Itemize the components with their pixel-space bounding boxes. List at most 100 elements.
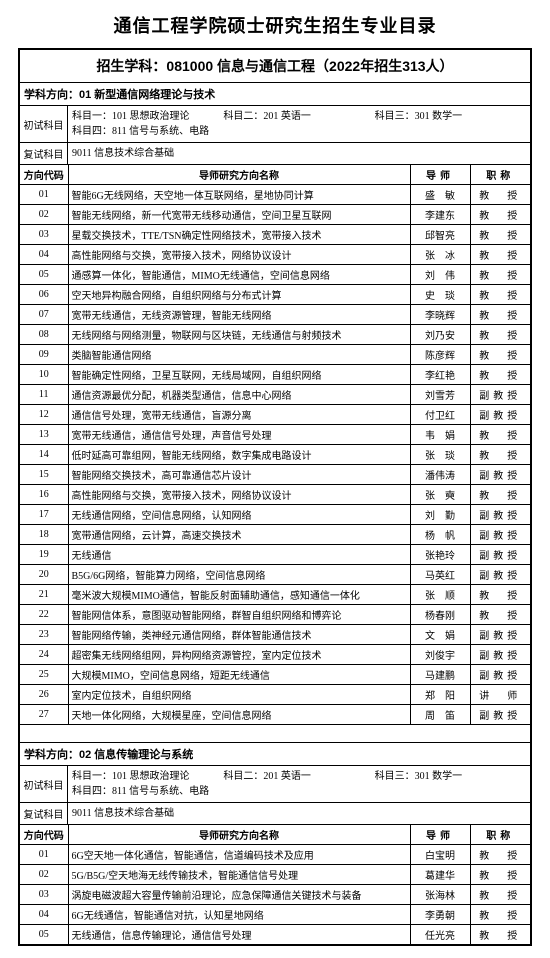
table-row: 15智能网络交换技术，高可靠通信芯片设计潘伟涛副教授: [20, 465, 530, 485]
advisor-table: 方向代码 导师研究方向名称 导师 职称 016G空天地一体化通信，智能通信，信道…: [20, 825, 530, 944]
table-row: 22智能网信体系，意图驱动智能网络，群智自组织网络和博弈论杨春刚教 授: [20, 605, 530, 625]
cell-title: 副教授: [470, 665, 530, 685]
exam-item: [223, 124, 374, 139]
prelim-label: 初试科目: [20, 106, 68, 142]
cell-code: 11: [20, 385, 68, 405]
exam-item: 科目三：301 数学一: [375, 109, 526, 124]
exam-item: 科目二：201 英语一: [223, 769, 374, 784]
prelim-label: 初试科目: [20, 766, 68, 802]
cell-code: 02: [20, 205, 68, 225]
table-row: 23智能网络传输，类神经元通信网络，群体智能通信技术文 娟副教授: [20, 625, 530, 645]
cell-code: 19: [20, 545, 68, 565]
cell-advisor: 马建鹏: [410, 665, 470, 685]
cell-code: 04: [20, 245, 68, 265]
retest-body: 9011 信息技术综合基础: [68, 803, 530, 824]
cell-advisor: 李红艳: [410, 365, 470, 385]
cell-research: 通信资源最优分配，机器类型通信，信息中心网络: [68, 385, 410, 405]
cell-code: 05: [20, 925, 68, 945]
cell-title: 教 授: [470, 905, 530, 925]
cell-research: 通感算一体化，智能通信，MIMO无线通信，空间信息网络: [68, 265, 410, 285]
cell-research: 宽带无线通信，通信信号处理，声音信号处理: [68, 425, 410, 445]
cell-research: 无线通信网络，空间信息网络，认知网络: [68, 505, 410, 525]
cell-research: 毫米波大规模MIMO通信，智能反射面辅助通信，感知通信一体化: [68, 585, 410, 605]
cell-title: 副教授: [470, 385, 530, 405]
cell-code: 02: [20, 865, 68, 885]
cell-title: 副教授: [470, 645, 530, 665]
exam-item: 科目一：101 思想政治理论: [72, 769, 223, 784]
cell-advisor: 任光亮: [410, 925, 470, 945]
cell-title: 教 授: [470, 425, 530, 445]
cell-advisor: 刘雪芳: [410, 385, 470, 405]
table-row: 046G无线通信，智能通信对抗，认知星地网络李勇朝教 授: [20, 905, 530, 925]
cell-advisor: 盛 敏: [410, 185, 470, 205]
retest-label: 复试科目: [20, 143, 68, 164]
table-row: 25大规模MIMO，空间信息网络，短距无线通信马建鹏副教授: [20, 665, 530, 685]
cell-code: 03: [20, 225, 68, 245]
cell-code: 21: [20, 585, 68, 605]
cell-title: 教 授: [470, 265, 530, 285]
cell-advisor: 文 娟: [410, 625, 470, 645]
table-row: 06空天地异构融合网络，自组织网络与分布式计算史 琰教 授: [20, 285, 530, 305]
cell-title: 教 授: [470, 585, 530, 605]
exam-item: 科目一：101 思想政治理论: [72, 109, 223, 124]
table-row: 04高性能网络与交换，宽带接入技术，网络协议设计张 冰教 授: [20, 245, 530, 265]
cell-advisor: 杨 帆: [410, 525, 470, 545]
cell-advisor: 陈彦辉: [410, 345, 470, 365]
table-row: 03涡旋电磁波超大容量传输前沿理论，应急保障通信关键技术与装备张海林教 授: [20, 885, 530, 905]
cell-code: 08: [20, 325, 68, 345]
cell-advisor: 葛建华: [410, 865, 470, 885]
table-row: 03星载交换技术，TTE/TSN确定性网络技术，宽带接入技术邱智亮教 授: [20, 225, 530, 245]
cell-research: 智能无线网络，新一代宽带无线移动通信，空间卫星互联网: [68, 205, 410, 225]
cell-research: 智能网络交换技术，高可靠通信芯片设计: [68, 465, 410, 485]
cell-title: 教 授: [470, 285, 530, 305]
prelim-body: 科目一：101 思想政治理论 科目二：201 英语一 科目三：301 数学一 科…: [68, 766, 530, 802]
cell-code: 06: [20, 285, 68, 305]
cell-advisor: 张 奭: [410, 485, 470, 505]
cell-advisor: 白宝明: [410, 845, 470, 865]
cell-research: 通信信号处理，宽带无线通信，盲源分离: [68, 405, 410, 425]
cell-title: 教 授: [470, 365, 530, 385]
table-row: 19无线通信张艳玲副教授: [20, 545, 530, 565]
advisor-table: 方向代码 导师研究方向名称 导师 职称 01智能6G无线网络，天空地一体互联网络…: [20, 165, 530, 725]
cell-advisor: 周 笛: [410, 705, 470, 725]
table-row: 24超密集无线网络组网，异构网络资源管控，室内定位技术刘俊宇副教授: [20, 645, 530, 665]
cell-advisor: 马英红: [410, 565, 470, 585]
cell-title: 教 授: [470, 885, 530, 905]
table-row: 20B5G/6G网络，智能算力网络，空间信息网络马英红副教授: [20, 565, 530, 585]
cell-title: 教 授: [470, 485, 530, 505]
cell-research: 大规模MIMO，空间信息网络，短距无线通信: [68, 665, 410, 685]
cell-title: 讲 师: [470, 685, 530, 705]
catalog-wrapper: 招生学科：081000 信息与通信工程（2022年招生313人） 学科方向：01…: [18, 48, 532, 946]
cell-advisor: 李勇朝: [410, 905, 470, 925]
exam-item: 科目二：201 英语一: [223, 109, 374, 124]
cell-advisor: 韦 娟: [410, 425, 470, 445]
cell-research: 宽带无线通信，无线资源管理，智能无线网络: [68, 305, 410, 325]
cell-code: 07: [20, 305, 68, 325]
cell-advisor: 刘俊宇: [410, 645, 470, 665]
cell-advisor: 李晓辉: [410, 305, 470, 325]
cell-title: 教 授: [470, 865, 530, 885]
cell-title: 副教授: [470, 465, 530, 485]
cell-code: 26: [20, 685, 68, 705]
cell-research: 高性能网络与交换，宽带接入技术，网络协议设计: [68, 485, 410, 505]
cell-advisor: 郑 阳: [410, 685, 470, 705]
retest-body: 9011 信息技术综合基础: [68, 143, 530, 164]
cell-title: 副教授: [470, 525, 530, 545]
cell-research: B5G/6G网络，智能算力网络，空间信息网络: [68, 565, 410, 585]
exam-item: [223, 784, 374, 799]
cell-code: 14: [20, 445, 68, 465]
page-title: 通信工程学院硕士研究生招生专业目录: [18, 12, 532, 38]
table-row: 14低时延高可靠组网，智能无线网络，数字集成电路设计张 琰教 授: [20, 445, 530, 465]
table-row: 12通信信号处理，宽带无线通信，盲源分离付卫红副教授: [20, 405, 530, 425]
cell-research: 空天地异构融合网络，自组织网络与分布式计算: [68, 285, 410, 305]
cell-research: 无线通信，信息传输理论，通信信号处理: [68, 925, 410, 945]
section-gap: [20, 725, 530, 743]
cell-title: 教 授: [470, 185, 530, 205]
cell-advisor: 张 冰: [410, 245, 470, 265]
cell-title: 副教授: [470, 405, 530, 425]
cell-code: 13: [20, 425, 68, 445]
cell-title: 教 授: [470, 205, 530, 225]
prelim-row: 初试科目 科目一：101 思想政治理论 科目二：201 英语一 科目三：301 …: [20, 106, 530, 143]
cell-title: 副教授: [470, 505, 530, 525]
cell-research: 室内定位技术，自组织网络: [68, 685, 410, 705]
